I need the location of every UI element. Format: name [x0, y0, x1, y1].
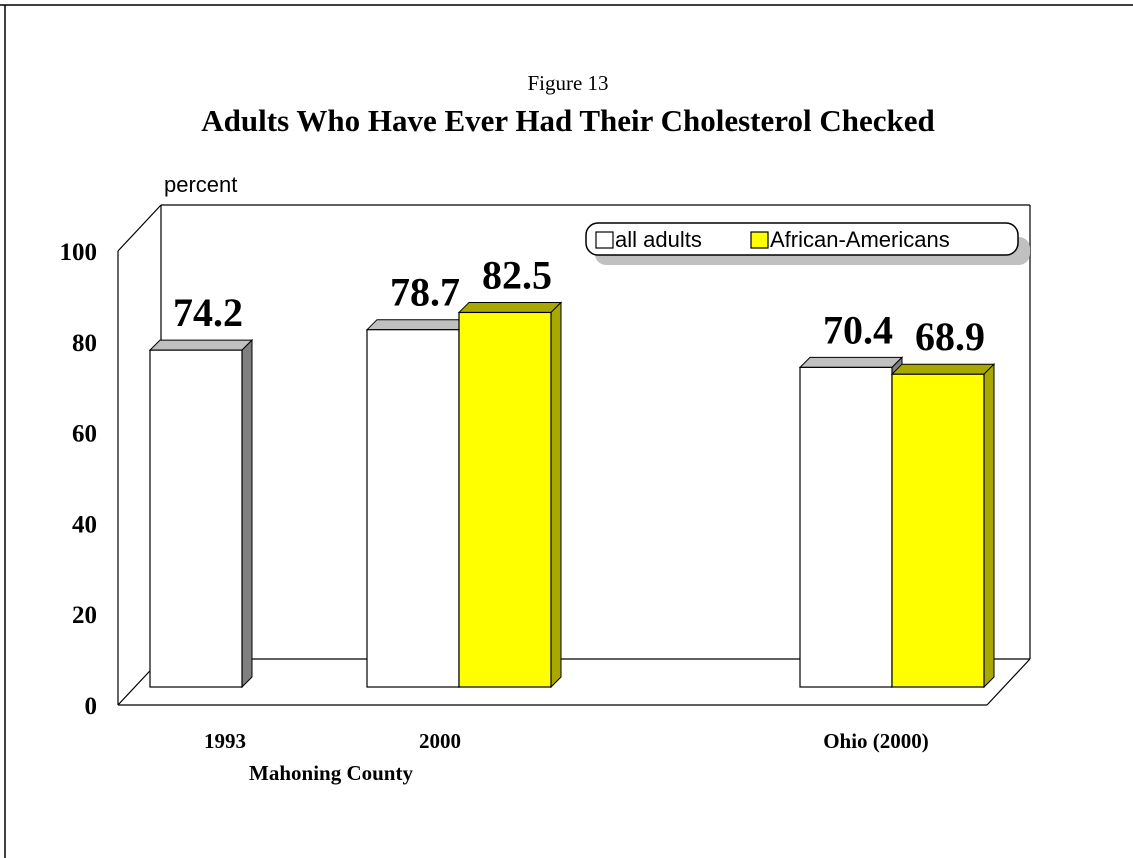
- legend-box: [585, 222, 1019, 256]
- data-label: 68.9: [915, 314, 985, 359]
- legend-label-african-americans: African-Americans: [770, 227, 950, 252]
- bar-top-face: [890, 363, 996, 375]
- data-label: 70.4: [823, 307, 893, 352]
- figure-border: [0, 4, 1133, 858]
- x-tick-label: Ohio (2000): [823, 729, 929, 753]
- x-tick-label: 2000: [419, 729, 461, 753]
- bar-top-face: [798, 356, 904, 368]
- floor-right-diag: [986, 658, 1031, 706]
- data-label: 82.5: [482, 252, 552, 297]
- bar-side-face: [983, 362, 995, 689]
- y-axis-label: percent: [164, 172, 237, 197]
- group-label: Mahoning County: [249, 761, 413, 785]
- y-tick-label: 0: [85, 693, 98, 720]
- bars: [148, 301, 996, 689]
- bar: [366, 329, 460, 688]
- legend-swatch-all-adults: [595, 231, 614, 249]
- bar-side-face: [550, 301, 562, 689]
- bar-side-face: [241, 338, 253, 689]
- bar: [891, 373, 985, 688]
- chart-title: Adults Who Have Ever Had Their Cholester…: [201, 103, 934, 138]
- y-tick-label: 40: [72, 511, 97, 538]
- x-axis-labels: 1993 2000 Ohio (2000): [204, 729, 929, 753]
- y-tick-label: 20: [72, 602, 97, 629]
- figure-label: Figure 13: [527, 71, 608, 95]
- y-tick-label: 80: [72, 330, 97, 357]
- bar-top-face: [457, 301, 563, 313]
- legend-swatch-african-americans: [750, 231, 769, 249]
- legend: all adults African-Americans: [585, 222, 1030, 265]
- bar: [149, 349, 243, 688]
- bar-top-face: [365, 319, 471, 331]
- bar-top-face: [148, 339, 254, 351]
- side-wall-top: [117, 204, 162, 252]
- bar: [458, 311, 552, 688]
- legend-label-all-adults: all adults: [615, 227, 702, 252]
- y-axis-ticks: 0 20 40 60 80 100: [60, 239, 98, 720]
- x-tick-label: 1993: [204, 729, 246, 753]
- data-label: 74.2: [173, 290, 243, 335]
- data-label: 78.7: [390, 270, 460, 315]
- bar: [799, 366, 893, 688]
- y-tick-label: 100: [60, 239, 98, 266]
- y-tick-label: 60: [72, 421, 97, 448]
- data-labels: 74.2 78.7 82.5 70.4 68.9: [173, 252, 985, 359]
